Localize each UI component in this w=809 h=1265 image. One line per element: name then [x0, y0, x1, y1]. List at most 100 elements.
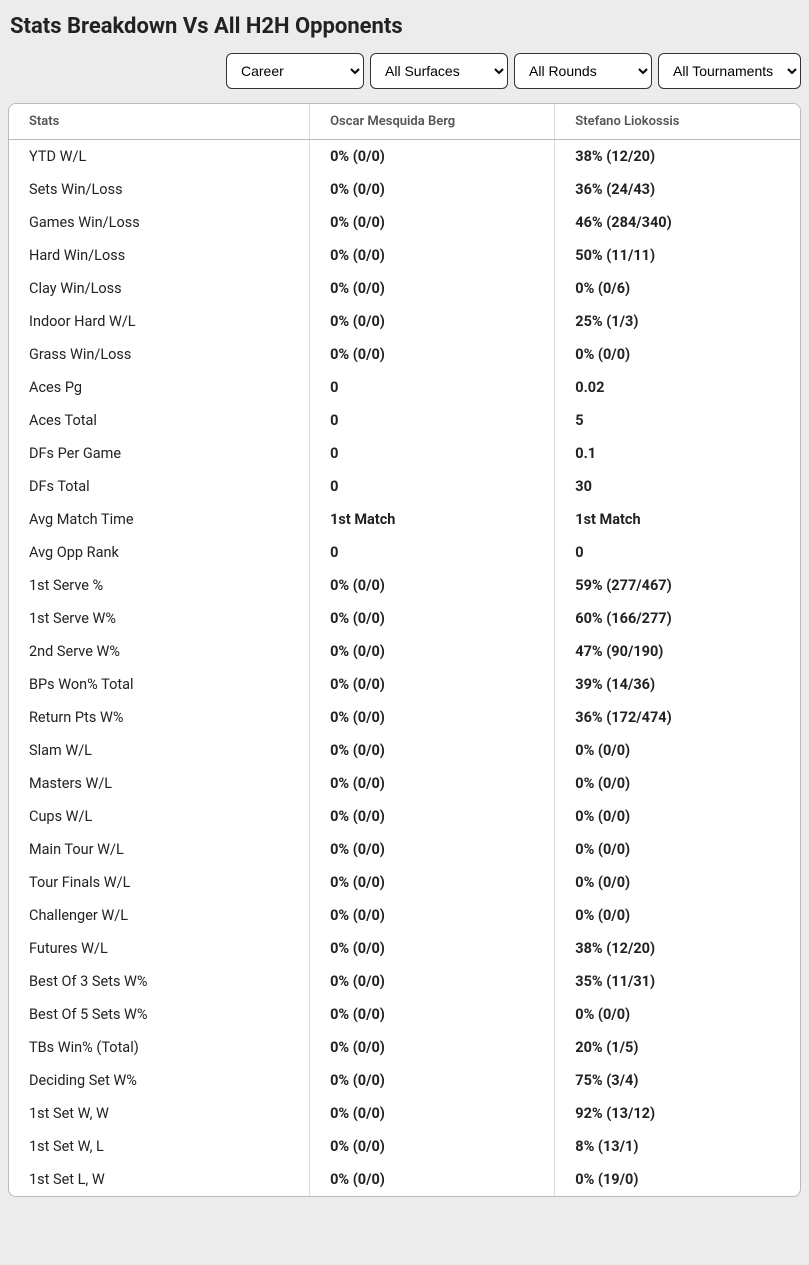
table-row: Best Of 3 Sets W%0% (0/0)35% (11/31)	[9, 965, 800, 998]
player2-value: 59% (277/467)	[555, 569, 800, 602]
player1-value: 0% (0/0)	[310, 833, 555, 866]
page-title: Stats Breakdown Vs All H2H Opponents	[10, 14, 801, 39]
player2-value: 0% (19/0)	[555, 1163, 800, 1196]
table-row: 1st Serve %0% (0/0)59% (277/467)	[9, 569, 800, 602]
player2-value: 60% (166/277)	[555, 602, 800, 635]
stat-label: 1st Set W, L	[9, 1130, 310, 1163]
stat-label: Masters W/L	[9, 767, 310, 800]
table-row: Hard Win/Loss0% (0/0)50% (11/11)	[9, 239, 800, 272]
player2-value: 38% (12/20)	[555, 140, 800, 174]
table-row: Indoor Hard W/L0% (0/0)25% (1/3)	[9, 305, 800, 338]
player1-value: 0% (0/0)	[310, 767, 555, 800]
player1-value: 0% (0/0)	[310, 206, 555, 239]
player1-value: 0% (0/0)	[310, 140, 555, 174]
player2-value: 75% (3/4)	[555, 1064, 800, 1097]
stat-label: Deciding Set W%	[9, 1064, 310, 1097]
player1-value: 0% (0/0)	[310, 668, 555, 701]
stat-label: Best Of 3 Sets W%	[9, 965, 310, 998]
player2-value: 0.1	[555, 437, 800, 470]
table-row: TBs Win% (Total)0% (0/0)20% (1/5)	[9, 1031, 800, 1064]
player2-value: 0% (0/0)	[555, 800, 800, 833]
table-row: 1st Set W, W0% (0/0)92% (13/12)	[9, 1097, 800, 1130]
player2-value: 0	[555, 536, 800, 569]
player2-value: 0% (0/0)	[555, 734, 800, 767]
table-row: DFs Per Game00.1	[9, 437, 800, 470]
player2-value: 1st Match	[555, 503, 800, 536]
player2-value: 36% (172/474)	[555, 701, 800, 734]
player1-value: 0% (0/0)	[310, 1130, 555, 1163]
table-row: Avg Match Time1st Match1st Match	[9, 503, 800, 536]
player1-value: 0% (0/0)	[310, 1064, 555, 1097]
table-header-row: Stats Oscar Mesquida Berg Stefano Liokos…	[9, 104, 800, 140]
stat-label: Cups W/L	[9, 800, 310, 833]
table-row: DFs Total030	[9, 470, 800, 503]
player1-value: 0% (0/0)	[310, 1031, 555, 1064]
player1-value: 0% (0/0)	[310, 866, 555, 899]
player2-value: 46% (284/340)	[555, 206, 800, 239]
stat-label: Sets Win/Loss	[9, 173, 310, 206]
rounds-select[interactable]: All Rounds	[514, 53, 652, 89]
player2-value: 36% (24/43)	[555, 173, 800, 206]
stat-label: Avg Match Time	[9, 503, 310, 536]
player1-value: 1st Match	[310, 503, 555, 536]
player1-value: 0% (0/0)	[310, 635, 555, 668]
stat-label: DFs Per Game	[9, 437, 310, 470]
player2-value: 0% (0/6)	[555, 272, 800, 305]
player1-value: 0% (0/0)	[310, 173, 555, 206]
player2-value: 38% (12/20)	[555, 932, 800, 965]
stat-label: Main Tour W/L	[9, 833, 310, 866]
stat-label: Avg Opp Rank	[9, 536, 310, 569]
player2-value: 35% (11/31)	[555, 965, 800, 998]
player1-value: 0% (0/0)	[310, 305, 555, 338]
table-row: Clay Win/Loss0% (0/0)0% (0/6)	[9, 272, 800, 305]
stat-label: Tour Finals W/L	[9, 866, 310, 899]
stat-label: Games Win/Loss	[9, 206, 310, 239]
col-stats: Stats	[9, 104, 310, 140]
stat-label: 2nd Serve W%	[9, 635, 310, 668]
player1-value: 0	[310, 371, 555, 404]
player2-value: 30	[555, 470, 800, 503]
player2-value: 25% (1/3)	[555, 305, 800, 338]
player1-value: 0% (0/0)	[310, 272, 555, 305]
table-row: 1st Set L, W0% (0/0)0% (19/0)	[9, 1163, 800, 1196]
player2-value: 50% (11/11)	[555, 239, 800, 272]
stat-label: Return Pts W%	[9, 701, 310, 734]
stat-label: Aces Total	[9, 404, 310, 437]
surfaces-select[interactable]: All Surfaces	[370, 53, 508, 89]
player1-value: 0% (0/0)	[310, 701, 555, 734]
table-row: Masters W/L0% (0/0)0% (0/0)	[9, 767, 800, 800]
player1-value: 0% (0/0)	[310, 1097, 555, 1130]
col-player2: Stefano Liokossis	[555, 104, 800, 140]
career-select[interactable]: Career	[226, 53, 364, 89]
player1-value: 0% (0/0)	[310, 338, 555, 371]
table-row: Grass Win/Loss0% (0/0)0% (0/0)	[9, 338, 800, 371]
stat-label: 1st Set L, W	[9, 1163, 310, 1196]
player2-value: 0% (0/0)	[555, 866, 800, 899]
player2-value: 0% (0/0)	[555, 899, 800, 932]
player1-value: 0% (0/0)	[310, 1163, 555, 1196]
stats-table-container: Stats Oscar Mesquida Berg Stefano Liokos…	[8, 103, 801, 1197]
player2-value: 0% (0/0)	[555, 833, 800, 866]
player2-value: 39% (14/36)	[555, 668, 800, 701]
player1-value: 0% (0/0)	[310, 239, 555, 272]
player1-value: 0% (0/0)	[310, 569, 555, 602]
filter-bar: Career All Surfaces All Rounds All Tourn…	[8, 53, 801, 89]
player1-value: 0% (0/0)	[310, 602, 555, 635]
table-row: Main Tour W/L0% (0/0)0% (0/0)	[9, 833, 800, 866]
stat-label: TBs Win% (Total)	[9, 1031, 310, 1064]
tournaments-select[interactable]: All Tournaments	[658, 53, 801, 89]
table-row: Aces Total05	[9, 404, 800, 437]
table-row: Aces Pg00.02	[9, 371, 800, 404]
table-row: 2nd Serve W%0% (0/0)47% (90/190)	[9, 635, 800, 668]
player2-value: 0% (0/0)	[555, 767, 800, 800]
stat-label: Hard Win/Loss	[9, 239, 310, 272]
table-row: Games Win/Loss0% (0/0)46% (284/340)	[9, 206, 800, 239]
table-row: Slam W/L0% (0/0)0% (0/0)	[9, 734, 800, 767]
stat-label: DFs Total	[9, 470, 310, 503]
col-player1: Oscar Mesquida Berg	[310, 104, 555, 140]
stat-label: Futures W/L	[9, 932, 310, 965]
table-row: Return Pts W%0% (0/0)36% (172/474)	[9, 701, 800, 734]
table-row: Best Of 5 Sets W%0% (0/0)0% (0/0)	[9, 998, 800, 1031]
stat-label: Aces Pg	[9, 371, 310, 404]
table-row: BPs Won% Total0% (0/0)39% (14/36)	[9, 668, 800, 701]
